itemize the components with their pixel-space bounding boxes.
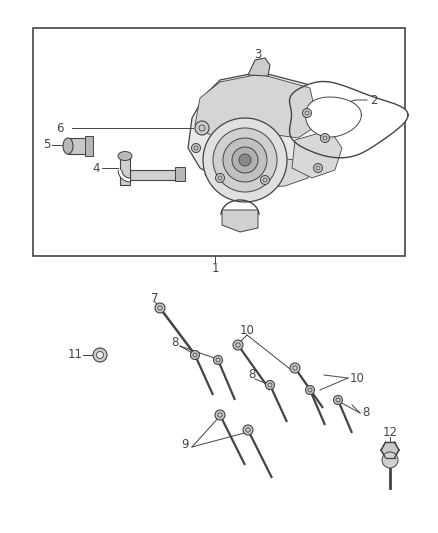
Circle shape: [233, 340, 243, 350]
Circle shape: [213, 128, 277, 192]
Polygon shape: [248, 58, 270, 76]
Circle shape: [223, 138, 267, 182]
Text: 8: 8: [362, 407, 369, 419]
Text: 12: 12: [382, 425, 398, 439]
Circle shape: [191, 143, 201, 152]
Circle shape: [382, 452, 398, 468]
Circle shape: [195, 121, 209, 135]
Circle shape: [191, 351, 199, 359]
Text: 2: 2: [370, 93, 378, 107]
Circle shape: [93, 348, 107, 362]
Circle shape: [203, 118, 287, 202]
Text: 8: 8: [248, 368, 256, 382]
Bar: [85, 136, 93, 156]
Circle shape: [96, 351, 103, 359]
Circle shape: [239, 154, 251, 166]
Bar: [33, 28, 405, 256]
Circle shape: [333, 395, 343, 405]
Polygon shape: [205, 155, 310, 188]
Circle shape: [232, 147, 258, 173]
Circle shape: [303, 109, 311, 117]
Polygon shape: [222, 210, 258, 232]
Polygon shape: [120, 158, 130, 185]
Polygon shape: [130, 170, 178, 180]
Text: 4: 4: [92, 161, 100, 174]
Circle shape: [314, 164, 322, 173]
Text: 11: 11: [67, 349, 82, 361]
Polygon shape: [68, 138, 90, 154]
Circle shape: [215, 410, 225, 420]
Text: 8: 8: [171, 336, 179, 350]
Ellipse shape: [118, 151, 132, 160]
Text: 6: 6: [56, 122, 64, 134]
Text: 1: 1: [211, 262, 219, 274]
Circle shape: [305, 385, 314, 394]
Text: 5: 5: [42, 139, 50, 151]
Circle shape: [243, 425, 253, 435]
Circle shape: [261, 175, 269, 184]
Circle shape: [321, 133, 329, 142]
Circle shape: [290, 363, 300, 373]
Text: 9: 9: [181, 439, 189, 451]
Ellipse shape: [63, 138, 73, 154]
Text: 7: 7: [151, 292, 159, 304]
Polygon shape: [381, 442, 399, 458]
Text: 10: 10: [350, 372, 365, 384]
Circle shape: [215, 174, 225, 182]
Bar: [175, 167, 185, 181]
Text: 10: 10: [240, 324, 254, 336]
Polygon shape: [290, 82, 408, 158]
Circle shape: [265, 381, 275, 390]
Polygon shape: [305, 97, 361, 137]
Circle shape: [155, 303, 165, 313]
Polygon shape: [292, 130, 342, 178]
Polygon shape: [188, 72, 340, 185]
Polygon shape: [195, 74, 318, 138]
Circle shape: [213, 356, 223, 365]
Text: 3: 3: [254, 49, 261, 61]
